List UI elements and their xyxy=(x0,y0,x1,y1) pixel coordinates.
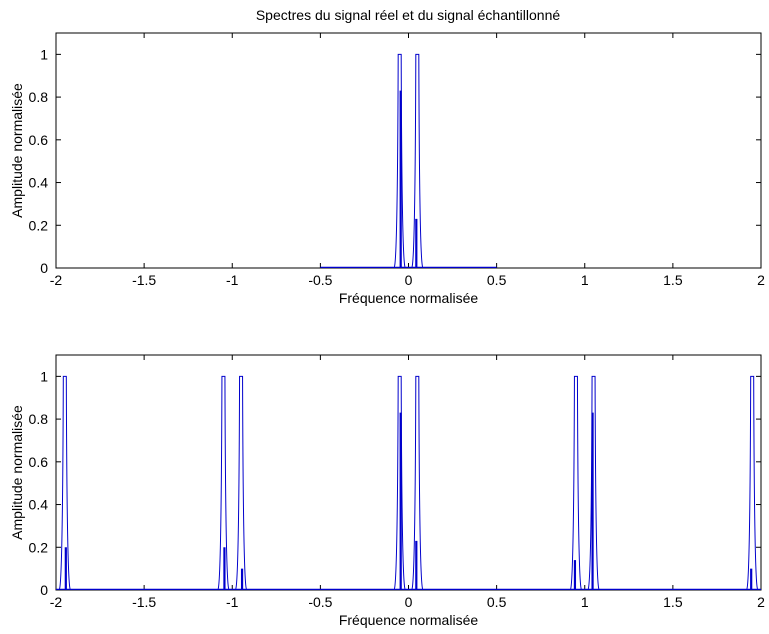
y-tick-label: 0.4 xyxy=(29,497,49,513)
x-tick-label: -1 xyxy=(226,272,239,288)
spectrum-peak xyxy=(411,375,424,590)
y-tick-label: 1 xyxy=(40,368,48,384)
x-tick-label: -1 xyxy=(226,594,239,610)
spectrum-peak xyxy=(746,375,758,590)
top-spectrum-plot: -2 -1.5 -1 -0.5 0 0.5 1 1.5 2 0 0.2 0.4 0.6 0.8 1 Fréqu… xyxy=(9,32,765,306)
spectrum-peak xyxy=(59,375,71,590)
spectrum-peak xyxy=(570,375,582,590)
y-tick-label: 0.4 xyxy=(29,175,49,191)
spectrum-peak xyxy=(393,375,406,590)
peak-lobe xyxy=(393,375,406,590)
x-tick-label: -2 xyxy=(50,272,63,288)
spectrum-peak xyxy=(217,375,230,590)
y-tick-label: 0.2 xyxy=(29,217,49,233)
x-tick-label: -0.5 xyxy=(308,272,332,288)
y-tick-label: 0.6 xyxy=(29,454,49,470)
axes-box xyxy=(55,32,762,269)
spectrum-peak xyxy=(235,375,247,590)
y-tick-label: 0.8 xyxy=(29,89,49,105)
x-axis-label: Fréquence normalisée xyxy=(339,290,479,306)
x-tick-label: -1.5 xyxy=(132,594,156,610)
x-tick-label: 0 xyxy=(405,594,413,610)
spectrum-peak xyxy=(393,53,406,268)
x-tick-label: 0.5 xyxy=(487,272,507,288)
peak-lobe xyxy=(570,375,582,590)
x-tick-label: 2 xyxy=(757,594,765,610)
x-tick-label: 1 xyxy=(581,272,589,288)
x-tick-label: -0.5 xyxy=(308,594,332,610)
y-tick-label: 0 xyxy=(40,582,48,598)
x-tick-label: 1.5 xyxy=(663,272,683,288)
axes-box xyxy=(55,354,762,591)
y-tick-label: 0.2 xyxy=(29,539,49,555)
y-tick-label: 0.8 xyxy=(29,411,49,427)
y-axis-label: Amplitude normalisée xyxy=(9,405,25,540)
x-tick-label: -1.5 xyxy=(132,272,156,288)
spectrum-peak xyxy=(587,375,600,590)
spectrum-peak xyxy=(411,53,424,268)
peak-lobe xyxy=(746,375,758,590)
x-tick-label: 1 xyxy=(581,594,589,610)
y-tick-label: 0 xyxy=(40,260,48,276)
x-tick-label: 1.5 xyxy=(663,594,683,610)
peak-lobe xyxy=(393,53,406,268)
peak-lobe xyxy=(587,375,600,590)
peak-lobe xyxy=(217,375,230,590)
x-axis-label: Fréquence normalisée xyxy=(339,612,479,628)
x-tick-label: 0 xyxy=(405,272,413,288)
peak-lobe xyxy=(235,375,247,590)
x-tick-label: 0.5 xyxy=(487,594,507,610)
x-tick-label: 2 xyxy=(757,272,765,288)
peak-lobe xyxy=(59,375,71,590)
peak-lobe xyxy=(411,375,424,590)
bottom-spectrum-plot: -2 -1.5 -1 -0.5 0 0.5 1 1.5 2 0 0.2 0.4 0.6 0.8 1 Fréqu… xyxy=(9,354,765,628)
x-tick-label: -2 xyxy=(50,594,63,610)
figure-title: Spectres du signal réel et du signal éch… xyxy=(256,7,561,23)
y-axis-label: Amplitude normalisée xyxy=(9,83,25,218)
y-tick-label: 0.6 xyxy=(29,132,49,148)
peak-lobe xyxy=(411,53,424,268)
y-tick-label: 1 xyxy=(40,46,48,62)
